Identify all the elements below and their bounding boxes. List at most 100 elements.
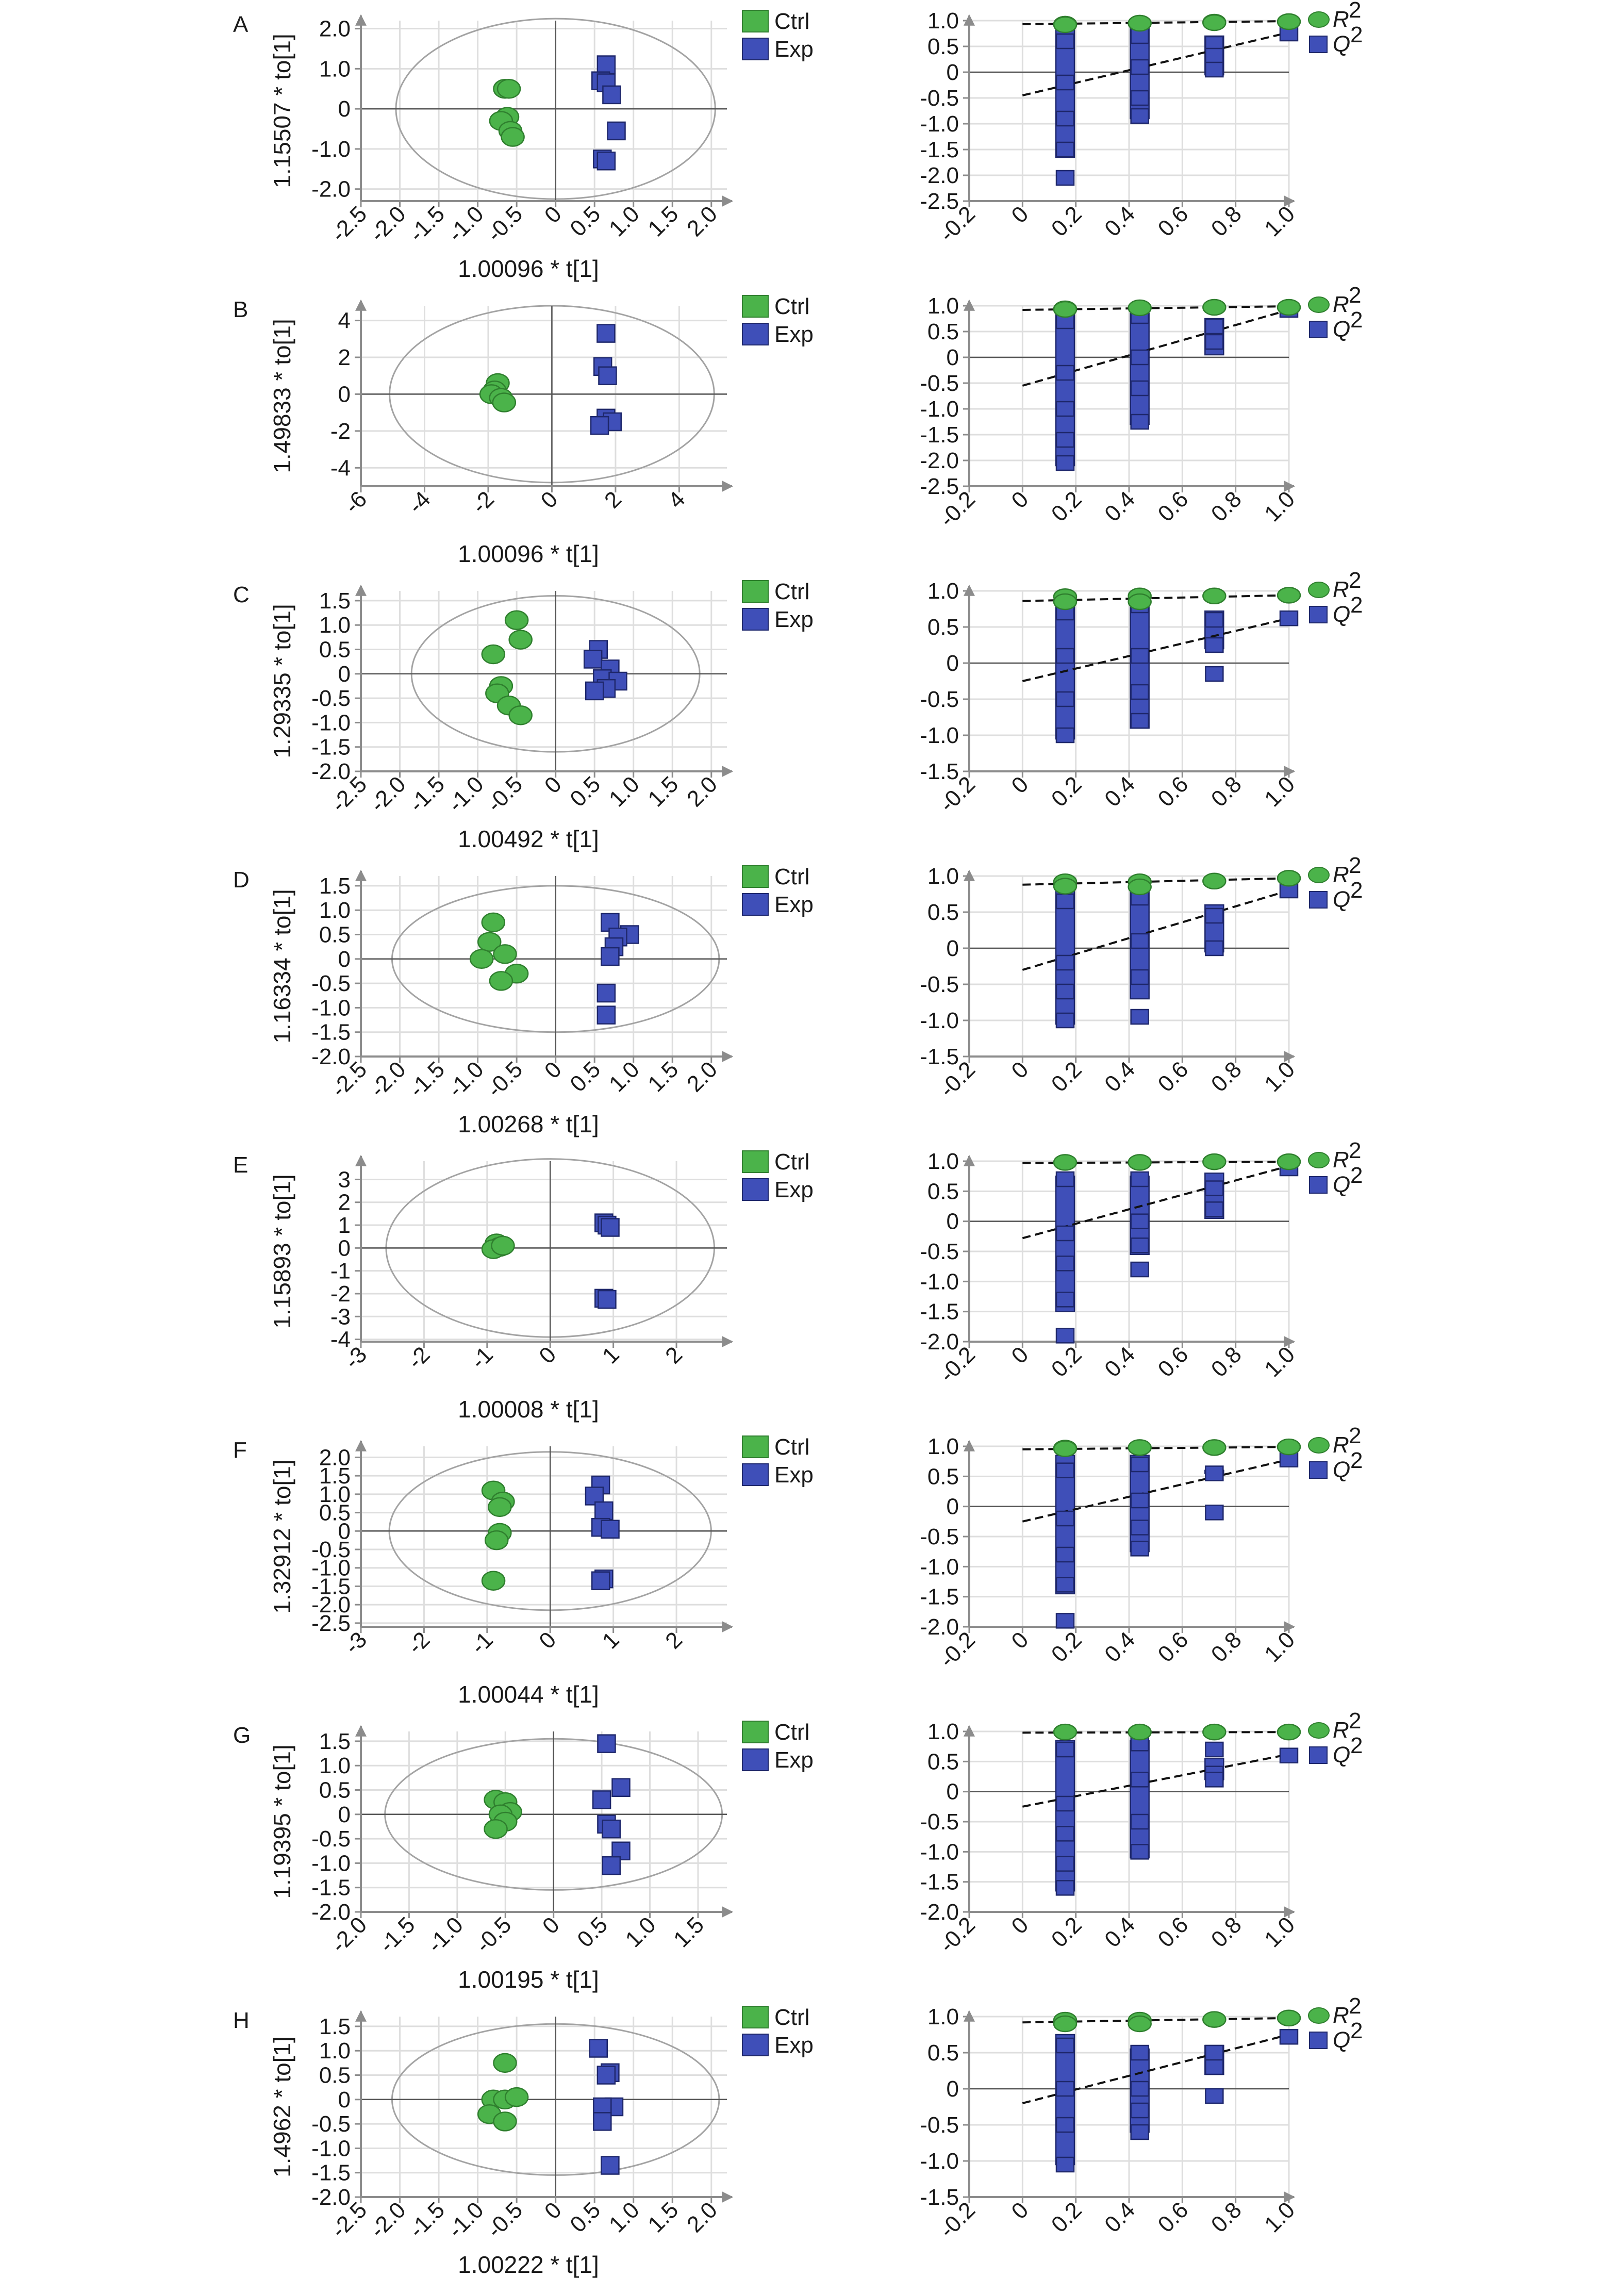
y-tick-label: 0.5 bbox=[927, 1179, 959, 1204]
legend-validation: R 2Q 2 bbox=[1308, 1993, 1363, 2053]
q2-point bbox=[1205, 1201, 1224, 1217]
x-tick-label: 2 bbox=[600, 486, 626, 513]
ctrl-point bbox=[484, 1530, 509, 1550]
x-tick-label: 0.5 bbox=[565, 1057, 605, 1097]
r2-point bbox=[1128, 299, 1152, 317]
q2-point bbox=[1205, 334, 1224, 350]
y-tick-label: 0.5 bbox=[927, 900, 959, 925]
legend-label-exp: Exp bbox=[774, 607, 814, 632]
x-tick-label: -1.0 bbox=[443, 201, 488, 246]
x-tick-label: 0 bbox=[534, 1627, 561, 1654]
x-tick-label: 0.4 bbox=[1100, 1912, 1140, 1952]
validation-plot: -2.0-1.5-1.0-0.500.51.0-0.2 0 0.2 0.4 0.6 0.8… bbox=[920, 1719, 1301, 1958]
q2-point bbox=[1130, 1261, 1149, 1278]
legend-label-exp: Exp bbox=[774, 1747, 814, 1773]
x-tick-label: 0 bbox=[1006, 1912, 1033, 1939]
y-tick-label: -3 bbox=[330, 1304, 351, 1329]
legend-validation: R 2Q 2 bbox=[1308, 1423, 1363, 1482]
x-tick-label: 1 bbox=[598, 1342, 624, 1368]
x-tick-label: 0 bbox=[1006, 1057, 1033, 1083]
legend-swatch-q2 bbox=[1309, 321, 1328, 338]
exp-point bbox=[585, 681, 604, 701]
r2-point bbox=[1202, 872, 1227, 890]
x-tick-label: 0.4 bbox=[1100, 201, 1140, 241]
q2-point bbox=[1130, 1009, 1149, 1025]
y-tick-label: -1.0 bbox=[311, 2136, 351, 2161]
y-tick-label: 1.0 bbox=[319, 613, 351, 638]
q2-point bbox=[1055, 1613, 1075, 1629]
legend-swatch-r2 bbox=[1308, 582, 1330, 598]
y-tick-label: 4 bbox=[338, 308, 351, 334]
legend-sup-r2: 2 bbox=[1349, 1423, 1361, 1448]
q2-point bbox=[1130, 1456, 1149, 1473]
exp-point bbox=[596, 55, 616, 74]
q2-point bbox=[1130, 2102, 1149, 2119]
legend-swatch-q2 bbox=[1309, 2032, 1328, 2049]
legend-swatch-r2 bbox=[1308, 296, 1330, 313]
x-tick-label: 2.0 bbox=[682, 771, 722, 812]
panel-letter: G bbox=[233, 1723, 251, 1748]
x-axis-label: 1.00008 * t[1] bbox=[458, 1396, 599, 1423]
y-tick-label: -1.5 bbox=[920, 1870, 959, 1895]
x-tick-label: 0.2 bbox=[1047, 771, 1087, 812]
q2-bar bbox=[1055, 2034, 1075, 2166]
legend-swatch-q2 bbox=[1309, 36, 1328, 53]
x-tick-label: -0.5 bbox=[471, 1912, 516, 1957]
y-tick-label: 0 bbox=[338, 1802, 351, 1827]
y-tick-label: -2.0 bbox=[311, 1592, 351, 1618]
q2-point bbox=[1130, 108, 1149, 124]
legend-label-ctrl: Ctrl bbox=[774, 1434, 809, 1460]
r2-point bbox=[1128, 14, 1152, 32]
q2-point bbox=[1205, 318, 1224, 335]
panel-letter: F bbox=[233, 1438, 247, 1463]
q2-point bbox=[1055, 432, 1075, 448]
legend-sup-q2: 2 bbox=[1350, 307, 1363, 333]
legend-swatch-q2 bbox=[1309, 1746, 1328, 1764]
q2-point bbox=[1130, 414, 1149, 430]
x-tick-label: 0.5 bbox=[565, 201, 605, 241]
y-tick-label: -2.0 bbox=[311, 759, 351, 784]
x-tick-label: 1.0 bbox=[604, 771, 644, 812]
legend-label-q2: Q bbox=[1333, 31, 1350, 57]
q2-point bbox=[1055, 455, 1075, 471]
q2-point bbox=[1130, 59, 1149, 75]
ctrl-point bbox=[481, 1571, 506, 1591]
y-tick-label: 1.5 bbox=[319, 2014, 351, 2039]
y-tick-label: 1.0 bbox=[927, 1434, 959, 1459]
y-tick-label: -1.5 bbox=[920, 422, 959, 448]
x-tick-label: 0 bbox=[540, 2197, 567, 2224]
q2-point bbox=[1205, 1180, 1224, 1196]
x-tick-label: 0.8 bbox=[1206, 2197, 1247, 2237]
r2-point bbox=[1277, 299, 1301, 316]
x-tick-label: 1.0 bbox=[1260, 486, 1300, 526]
y-tick-label: -2.0 bbox=[920, 1329, 959, 1355]
x-tick-label: 0.5 bbox=[565, 771, 605, 812]
x-tick-label: -2.0 bbox=[365, 201, 410, 246]
legend-swatch-ctrl bbox=[742, 2006, 769, 2028]
x-tick-label: 1.0 bbox=[1260, 2197, 1300, 2237]
legend-swatch-exp bbox=[742, 1463, 769, 1486]
exp-point bbox=[602, 1856, 621, 1875]
y-tick-label: 2.0 bbox=[319, 1445, 351, 1470]
y-tick-label: 0.5 bbox=[927, 615, 959, 640]
x-axis-label: 1.00492 * t[1] bbox=[458, 826, 599, 852]
x-tick-label: -2.0 bbox=[365, 1057, 410, 1102]
x-tick-label: 2 bbox=[660, 1627, 687, 1654]
y-tick-label: 0.5 bbox=[319, 922, 351, 948]
y-tick-label: -0.5 bbox=[311, 2111, 351, 2137]
ctrl-point bbox=[508, 630, 533, 650]
ctrl-point bbox=[489, 971, 513, 991]
x-tick-label: -0.5 bbox=[482, 201, 527, 246]
ctrl-point bbox=[493, 944, 517, 964]
x-tick-label: -2 bbox=[403, 1342, 435, 1374]
legend-swatch-ctrl bbox=[742, 295, 769, 318]
panel-letter: C bbox=[233, 582, 250, 607]
x-tick-label: 1.0 bbox=[1260, 1627, 1300, 1667]
y-tick-label: -2.0 bbox=[311, 1044, 351, 1069]
legend-label-r2: R bbox=[1333, 1147, 1349, 1173]
x-tick-label: 1.0 bbox=[604, 2197, 644, 2237]
y-tick-label: 0 bbox=[338, 662, 351, 687]
x-tick-label: 0.8 bbox=[1206, 1342, 1247, 1382]
exp-point bbox=[597, 1734, 616, 1753]
